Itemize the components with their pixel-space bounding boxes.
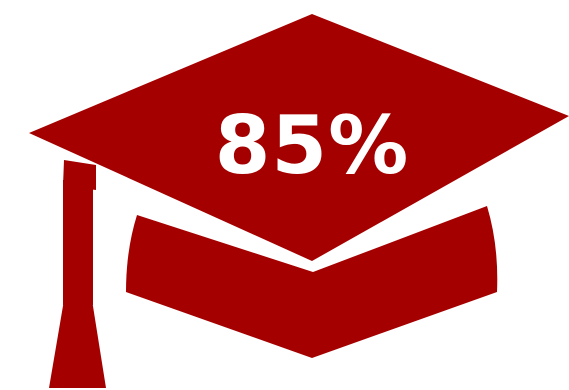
tassel-end [49,300,106,388]
mortarboard [29,14,569,261]
tassel-connector [63,160,96,190]
tassel-cord [63,180,93,305]
cap-base [126,206,498,358]
percentage-label: 85% [215,99,409,192]
